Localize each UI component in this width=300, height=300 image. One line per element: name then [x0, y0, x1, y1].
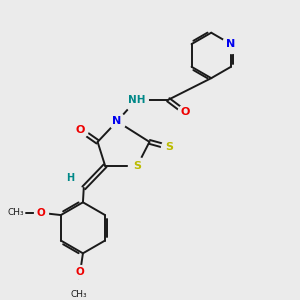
Text: N: N: [226, 39, 236, 49]
Text: O: O: [180, 107, 190, 117]
Text: O: O: [76, 125, 85, 135]
Text: CH₃: CH₃: [8, 208, 24, 217]
Text: O: O: [76, 267, 85, 277]
Text: N: N: [112, 116, 122, 126]
Text: H: H: [66, 173, 74, 183]
Text: S: S: [166, 142, 174, 152]
Text: O: O: [37, 208, 45, 218]
Text: S: S: [133, 161, 141, 171]
Text: CH₃: CH₃: [70, 290, 87, 299]
Text: NH: NH: [128, 95, 145, 105]
